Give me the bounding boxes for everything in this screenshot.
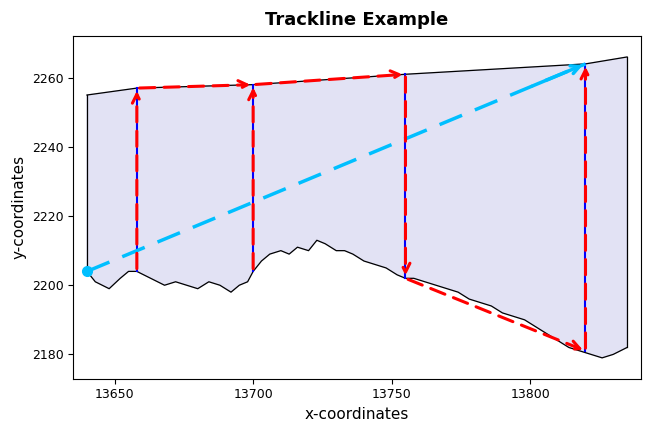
Polygon shape [87,57,627,358]
Y-axis label: y-coordinates: y-coordinates [11,155,26,259]
Title: Trackline Example: Trackline Example [265,11,449,29]
X-axis label: x-coordinates: x-coordinates [305,407,409,422]
